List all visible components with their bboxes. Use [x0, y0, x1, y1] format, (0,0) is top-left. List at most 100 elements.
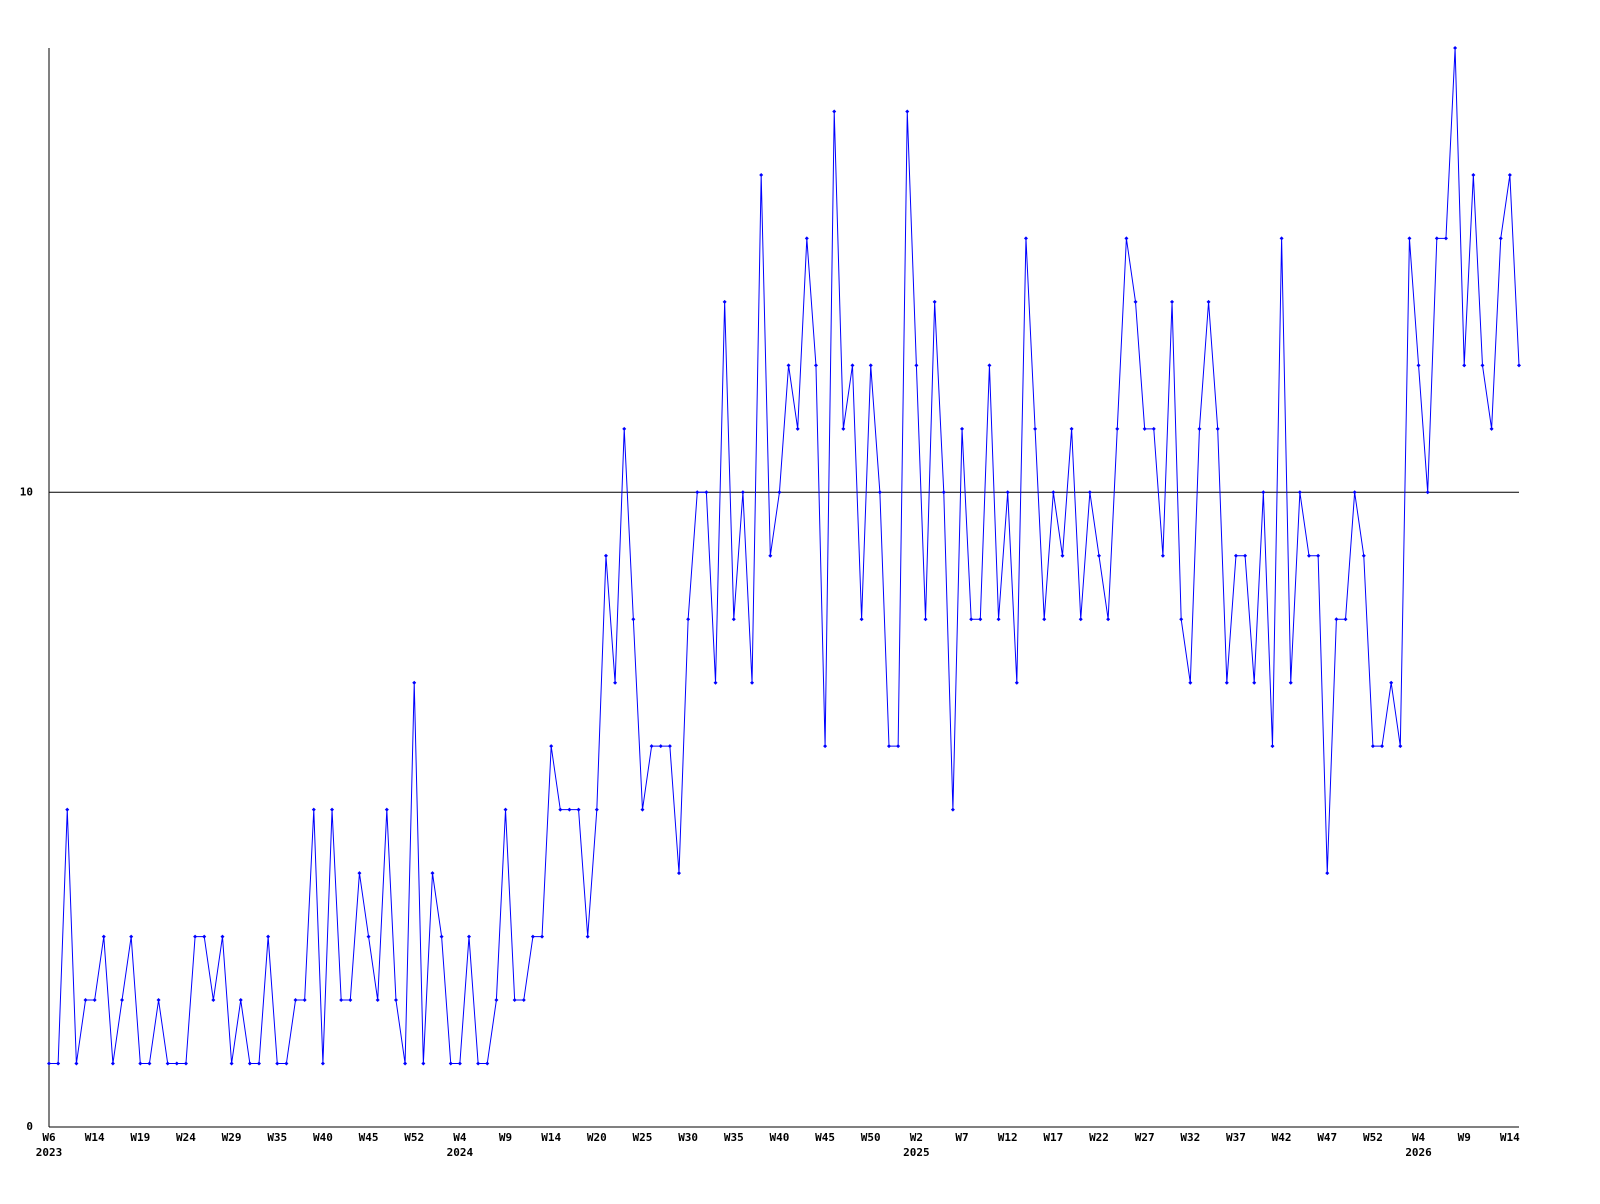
point — [969, 617, 974, 622]
point — [1261, 490, 1266, 495]
point — [887, 744, 891, 749]
year-label: 2023 — [36, 1146, 63, 1159]
point — [1233, 553, 1238, 558]
point — [494, 998, 499, 1003]
point — [120, 998, 125, 1003]
x-tick-label: W2 — [910, 1131, 923, 1144]
point — [247, 1061, 252, 1066]
point — [202, 934, 207, 939]
point — [1507, 172, 1512, 177]
x-tick-label: W27 — [1135, 1131, 1155, 1144]
point — [1042, 617, 1047, 622]
point — [1471, 172, 1476, 177]
point — [165, 1061, 170, 1066]
point — [1407, 236, 1412, 241]
point — [1288, 680, 1293, 685]
point — [330, 807, 335, 812]
point — [311, 807, 316, 812]
point — [585, 934, 590, 939]
point — [613, 680, 618, 685]
point — [1023, 236, 1028, 241]
point — [266, 934, 271, 939]
point — [275, 1061, 280, 1066]
point — [768, 553, 773, 558]
point — [1352, 490, 1357, 495]
point — [722, 299, 727, 304]
point — [521, 998, 526, 1003]
x-tick-label: W30 — [678, 1131, 698, 1144]
point — [1197, 426, 1202, 431]
point — [467, 934, 471, 939]
point — [229, 1061, 234, 1066]
point — [138, 1061, 143, 1066]
line — [49, 47, 1520, 1065]
point — [403, 1061, 408, 1066]
point — [348, 998, 353, 1003]
point — [567, 807, 572, 812]
point — [658, 744, 663, 749]
point — [1151, 426, 1156, 431]
x-tick-label: W4 — [453, 1131, 467, 1144]
point — [759, 172, 764, 177]
point — [695, 490, 700, 495]
point — [1014, 680, 1019, 685]
x-tick-label: W32 — [1180, 1131, 1200, 1144]
x-tick-label: W12 — [998, 1131, 1018, 1144]
point — [485, 1061, 490, 1066]
point — [996, 617, 1001, 622]
point — [677, 871, 681, 876]
point — [540, 934, 545, 939]
point — [47, 1061, 51, 1066]
point — [74, 1061, 79, 1066]
point — [1343, 617, 1348, 622]
point — [512, 998, 517, 1003]
point — [1398, 744, 1403, 749]
point — [1051, 490, 1056, 495]
x-tick-label: W20 — [587, 1131, 607, 1144]
point — [932, 299, 937, 304]
point — [366, 934, 371, 939]
point — [339, 998, 344, 1003]
x-tick-label: W6 — [42, 1131, 56, 1144]
point — [476, 1061, 481, 1066]
point — [1215, 426, 1220, 431]
point — [1115, 426, 1120, 431]
x-tick-label: W40 — [769, 1131, 789, 1144]
point — [1243, 553, 1248, 558]
point — [786, 363, 791, 368]
year-label: 2024 — [447, 1146, 474, 1159]
y-tick-label: 10 — [20, 485, 33, 498]
point — [1270, 744, 1275, 749]
point — [193, 934, 198, 939]
point — [129, 934, 134, 939]
point — [877, 490, 882, 495]
point — [92, 998, 97, 1003]
point — [576, 807, 581, 812]
x-tick-label: W19 — [130, 1131, 150, 1144]
point — [1416, 363, 1421, 368]
point — [978, 617, 983, 622]
point — [375, 998, 380, 1003]
point — [640, 807, 645, 812]
point — [667, 744, 672, 749]
point — [649, 744, 654, 749]
point — [1069, 426, 1074, 431]
point — [1453, 46, 1458, 50]
point — [960, 426, 965, 431]
point — [1370, 744, 1375, 749]
point — [1078, 617, 1083, 622]
point — [905, 109, 910, 114]
point — [1160, 553, 1165, 558]
point — [156, 998, 161, 1003]
point — [923, 617, 928, 622]
x-tick-label: W42 — [1272, 1131, 1292, 1144]
point — [1361, 553, 1366, 558]
x-tick-label: W52 — [1363, 1131, 1383, 1144]
point — [1517, 363, 1521, 368]
point — [1224, 680, 1229, 685]
point — [795, 426, 800, 431]
year-label: 2026 — [1405, 1146, 1432, 1159]
point — [1443, 236, 1448, 241]
x-tick-label: W25 — [633, 1131, 653, 1144]
point — [713, 680, 718, 685]
